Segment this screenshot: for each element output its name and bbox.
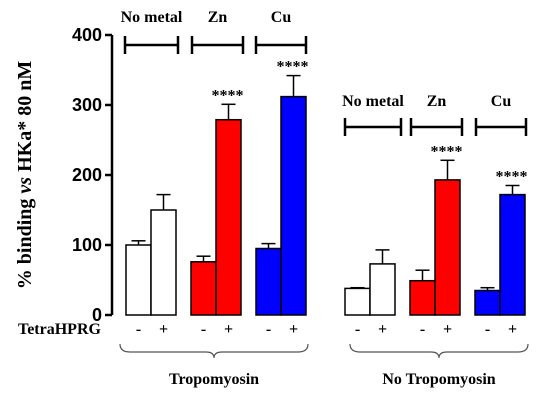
- metal-no-metal-no-tropomyosin-label: No metal: [342, 93, 404, 110]
- metal-zn-no-tropomyosin-label: Zn: [427, 93, 447, 110]
- y-tick-label: 200: [72, 165, 102, 185]
- bar-no-tropomyosin-cu-plus: [499, 193, 526, 316]
- condition-label-plus: +: [159, 321, 168, 338]
- significance-label: ****: [496, 169, 528, 186]
- condition-label-minus: -: [136, 321, 141, 338]
- y-axis-label-part: vs: [14, 177, 36, 194]
- panel-tropomyosin-brace: [119, 343, 309, 359]
- annotation-layer: TetraHPRG - + - + **** - + **** - + - + **** - + **** No …: [18, 9, 529, 388]
- bars-layer: [125, 74, 526, 316]
- metal-cu-tropomyosin-label: Cu: [271, 9, 292, 26]
- bar-no-tropomyosin-zn-plus: [434, 179, 461, 316]
- y-axis-label-part: HKa* 80 nM: [14, 61, 36, 177]
- significance-label: ****: [431, 143, 463, 160]
- bar-no-tropomyosin-zn-minus: [409, 279, 436, 316]
- condition-label-plus: +: [508, 321, 517, 338]
- y-tick-label: 300: [72, 95, 102, 115]
- bar-tropomyosin-no-metal-minus: [125, 244, 152, 316]
- condition-label-plus: +: [224, 321, 233, 338]
- bar-tropomyosin-zn-plus: [215, 118, 242, 316]
- metal-cu-no-tropomyosin-label: Cu: [491, 93, 512, 110]
- panel-tropomyosin-label: Tropomyosin: [169, 371, 259, 388]
- row-label-tetrahprg: TetraHPRG: [18, 321, 102, 338]
- condition-label-plus: +: [443, 321, 452, 338]
- bar-tropomyosin-no-metal-plus: [150, 209, 177, 316]
- condition-label-minus: -: [420, 321, 425, 338]
- condition-label-minus: -: [201, 321, 206, 338]
- y-tick-label: 100: [72, 235, 102, 255]
- bar-no-tropomyosin-no-metal-minus: [344, 287, 371, 316]
- y-axis-label-part: % binding: [14, 194, 36, 290]
- condition-label-minus: -: [485, 321, 490, 338]
- bar-tropomyosin-cu-plus: [280, 95, 307, 316]
- metal-no-metal-tropomyosin-label: No metal: [121, 9, 183, 26]
- bar-no-tropomyosin-cu-minus: [474, 289, 501, 316]
- condition-label-plus: +: [289, 321, 298, 338]
- condition-label-plus: +: [378, 321, 387, 338]
- significance-label: ****: [277, 59, 309, 76]
- bar-tropomyosin-cu-minus: [255, 247, 282, 316]
- condition-label-minus: -: [266, 321, 271, 338]
- y-tick-label: 400: [72, 25, 102, 45]
- panel-no-tropomyosin-label: No Tropomyosin: [382, 371, 495, 388]
- y-tick-label: 0: [92, 305, 102, 325]
- condition-label-minus: -: [355, 321, 360, 338]
- y-axis-label: % binding vs HKa* 80 nM: [14, 61, 36, 290]
- metal-zn-tropomyosin-label: Zn: [208, 9, 228, 26]
- panel-no-tropomyosin-brace: [349, 343, 529, 359]
- bar-tropomyosin-zn-minus: [190, 261, 217, 316]
- bar-no-tropomyosin-no-metal-plus: [369, 263, 396, 316]
- significance-label: ****: [212, 87, 244, 104]
- axis-layer: 0 100 200 300 400 % binding vs HKa* 80 nM: [14, 25, 114, 325]
